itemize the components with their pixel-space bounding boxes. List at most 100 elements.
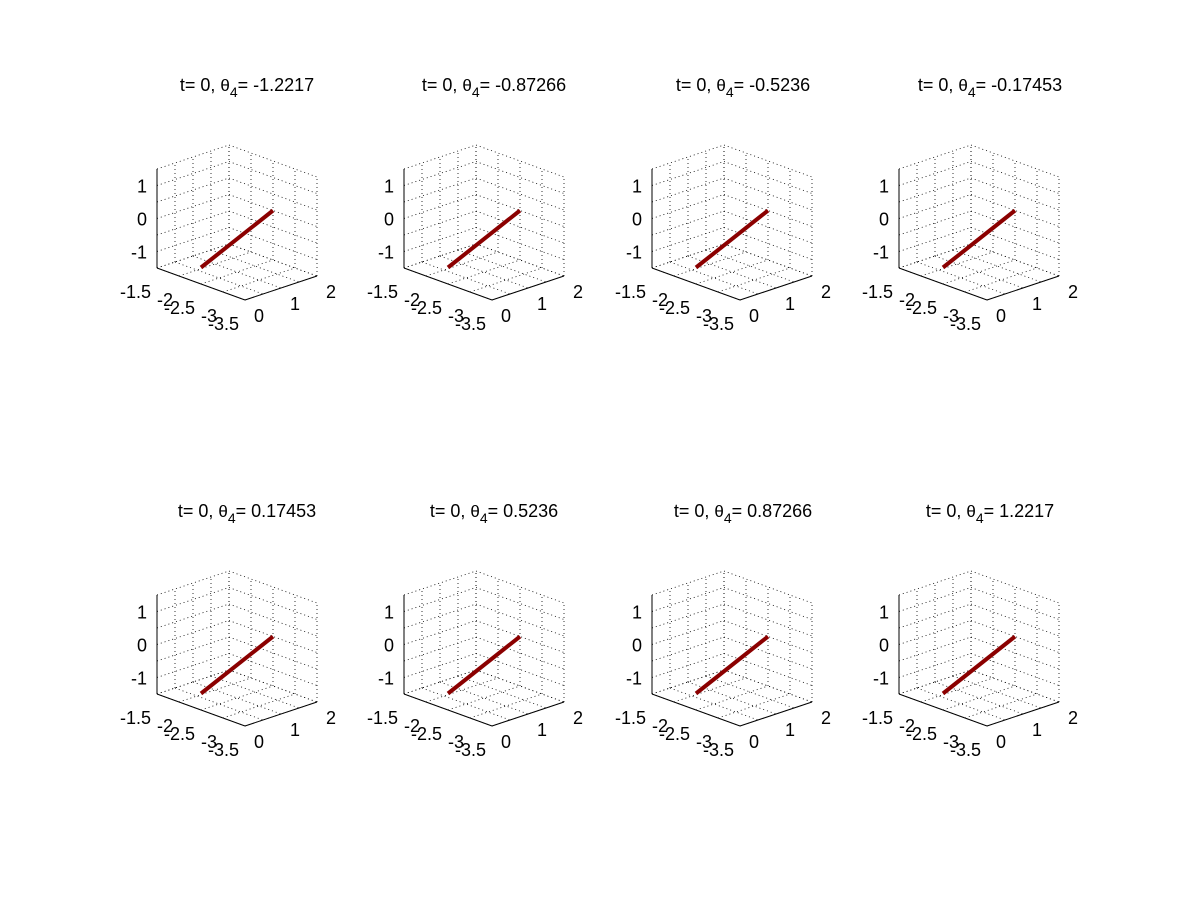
y-axis-line xyxy=(403,267,493,301)
grid-line xyxy=(403,177,477,203)
grid-line xyxy=(717,693,791,719)
grid-line xyxy=(475,570,565,604)
grid-line xyxy=(723,603,813,637)
grid-line xyxy=(651,587,725,612)
grid-line xyxy=(898,194,972,219)
grid-line xyxy=(964,693,1038,719)
y-tick-label: -3.5 xyxy=(703,314,734,334)
grid-line xyxy=(898,144,972,170)
x-axis-line xyxy=(986,701,1060,727)
grid-line xyxy=(970,587,1060,620)
y-tick-label: -2 xyxy=(404,716,420,736)
y-tick-label: -2 xyxy=(899,290,915,310)
grid-line xyxy=(156,653,230,678)
y-axis-line xyxy=(156,693,246,727)
y-tick-label: -2.5 xyxy=(411,724,442,744)
grid-line xyxy=(723,570,813,604)
grid-line xyxy=(916,261,1006,295)
grid-line xyxy=(651,603,725,629)
grid-line xyxy=(421,687,511,721)
y-tick-label: -1.5 xyxy=(615,708,646,728)
y-tick-label: -3.5 xyxy=(455,740,486,760)
x-tick-label: 0 xyxy=(501,306,511,326)
data-line xyxy=(941,208,1017,270)
x-tick-label: 0 xyxy=(749,306,759,326)
grid-line xyxy=(970,603,1060,637)
z-tick-label: -1 xyxy=(873,669,889,689)
grid-line xyxy=(403,620,477,645)
grid-line xyxy=(723,177,813,211)
grid-line xyxy=(651,177,725,203)
subplot-title: t= 0, θ4= -0.5236 xyxy=(676,75,810,100)
y-tick-label: -1.5 xyxy=(367,708,398,728)
x-tick-label: 1 xyxy=(785,294,795,314)
y-tick-label: -2 xyxy=(157,716,173,736)
y-tick-label: -2 xyxy=(404,290,420,310)
grid-line xyxy=(447,259,521,285)
x-tick-label: 0 xyxy=(254,732,264,752)
y-tick-label: -2.5 xyxy=(906,298,937,318)
x-tick-label: 0 xyxy=(996,732,1006,752)
grid-line xyxy=(178,677,252,703)
z-tick-label: -1 xyxy=(131,243,147,263)
grid-line xyxy=(403,587,477,612)
y-tick-label: -2 xyxy=(899,716,915,736)
x-tick-label: 1 xyxy=(537,720,547,740)
y-tick-label: -1.5 xyxy=(615,282,646,302)
grid-line xyxy=(403,227,477,252)
z-tick-label: 0 xyxy=(137,636,147,656)
subplot-title: t= 0, θ4= -1.2217 xyxy=(180,75,314,100)
grid-line xyxy=(651,194,725,219)
grid-line xyxy=(156,669,230,695)
x-axis-line xyxy=(491,275,565,301)
grid-line xyxy=(156,177,230,203)
grid-line xyxy=(200,685,274,711)
x-tick-label: 2 xyxy=(821,282,831,302)
grid-line xyxy=(898,243,972,269)
grid-line xyxy=(898,587,972,612)
grid-line xyxy=(898,570,972,596)
grid-line xyxy=(898,161,972,186)
grid-line xyxy=(934,255,1024,289)
grid-line xyxy=(403,636,477,662)
z-tick-label: -1 xyxy=(626,243,642,263)
grid-line xyxy=(447,685,521,711)
subplot-1: 1 0 -1 -1.5 -2-2.5 -3-3.5 0 1 2 t= 0, θ4= -1.2217 xyxy=(120,75,336,334)
grid-line xyxy=(475,177,565,211)
grid-line xyxy=(403,603,477,629)
y-tick-label: -1.5 xyxy=(120,708,151,728)
grid-line xyxy=(898,177,972,203)
y-tick-label: -3.5 xyxy=(950,740,981,760)
grid-line xyxy=(651,669,725,695)
x-tick-label: 2 xyxy=(326,708,336,728)
y-axis-line xyxy=(156,267,246,301)
z-tick-label: 1 xyxy=(879,603,889,623)
grid-line xyxy=(673,677,747,703)
grid-line xyxy=(898,636,972,662)
subplot-title: t= 0, θ4= -0.87266 xyxy=(422,75,566,100)
grid-line xyxy=(651,227,725,252)
data-line xyxy=(199,634,275,696)
grid-line xyxy=(228,161,318,194)
subplot-title: t= 0, θ4= 0.5236 xyxy=(430,501,558,526)
z-tick-label: 0 xyxy=(879,636,889,656)
data-line xyxy=(446,208,522,270)
y-tick-label: -2 xyxy=(157,290,173,310)
grid-line xyxy=(669,261,759,295)
grid-line xyxy=(723,587,813,620)
x-tick-label: 1 xyxy=(537,294,547,314)
z-tick-label: 0 xyxy=(384,636,394,656)
x-axis-line xyxy=(491,701,565,727)
grid-line xyxy=(403,570,477,596)
grid-line xyxy=(651,636,725,662)
x-tick-label: 2 xyxy=(1068,708,1078,728)
z-tick-label: 0 xyxy=(632,636,642,656)
grid-line xyxy=(916,687,1006,721)
grid-line xyxy=(695,685,769,711)
grid-line xyxy=(898,210,972,236)
grid-line xyxy=(651,620,725,645)
grid-line xyxy=(651,243,725,269)
grid-line xyxy=(942,259,1016,285)
data-line xyxy=(694,634,770,696)
subplot-8: 1 0 -1 -1.5 -2-2.5 -3-3.5 0 1 2 t= 0, θ4= 1.2217 xyxy=(862,501,1078,760)
